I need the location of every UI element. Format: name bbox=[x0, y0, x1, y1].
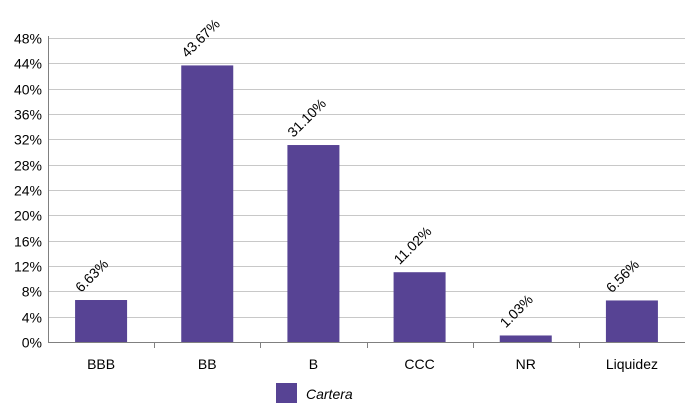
x-tick-label: BB bbox=[198, 356, 217, 372]
data-labels: 6.63%43.67%31.10%11.02%1.03%6.56% bbox=[72, 16, 642, 331]
data-label: 11.02% bbox=[390, 223, 434, 267]
bar bbox=[605, 300, 658, 342]
y-tick-label: 8% bbox=[22, 284, 42, 300]
bar bbox=[181, 65, 234, 342]
y-tick-label: 40% bbox=[14, 82, 42, 98]
bar bbox=[393, 272, 446, 342]
data-label: 31.10% bbox=[284, 95, 329, 140]
x-tick-labels: BBB BB B CCC NR Liquidez bbox=[87, 356, 658, 372]
y-tick-label: 36% bbox=[14, 107, 42, 123]
gridlines bbox=[48, 38, 685, 318]
legend: Cartera bbox=[276, 383, 353, 403]
x-tick-label: Liquidez bbox=[606, 356, 658, 372]
x-tick-label: B bbox=[309, 356, 318, 372]
y-tick-labels: 0% 4% 8% 12% 16% 20% 24% 28% 32% 36% 40% 44% 48% bbox=[14, 31, 42, 351]
y-tick-label: 12% bbox=[14, 259, 42, 275]
y-tick-label: 20% bbox=[14, 208, 42, 224]
y-tick-label: 0% bbox=[22, 335, 42, 351]
data-label: 1.03% bbox=[497, 291, 536, 330]
x-tick-label: BBB bbox=[87, 356, 115, 372]
bar bbox=[499, 335, 552, 342]
x-tick-label: NR bbox=[516, 356, 536, 372]
x-tick-label: CCC bbox=[404, 356, 434, 372]
data-label: 6.63% bbox=[72, 256, 111, 295]
bar bbox=[287, 145, 340, 342]
y-tick-label: 44% bbox=[14, 56, 42, 72]
bar bbox=[75, 300, 128, 342]
y-tick-label: 24% bbox=[14, 183, 42, 199]
y-tick-label: 4% bbox=[22, 310, 42, 326]
y-tick-label: 28% bbox=[14, 158, 42, 174]
legend-swatch-cartera bbox=[276, 383, 297, 403]
y-tick-label: 32% bbox=[14, 132, 42, 148]
y-tick-label: 48% bbox=[14, 31, 42, 47]
data-label: 6.56% bbox=[603, 256, 642, 295]
bars bbox=[75, 65, 658, 342]
y-tick-label: 16% bbox=[14, 234, 42, 250]
legend-label-cartera: Cartera bbox=[306, 386, 353, 402]
axes bbox=[48, 36, 685, 348]
